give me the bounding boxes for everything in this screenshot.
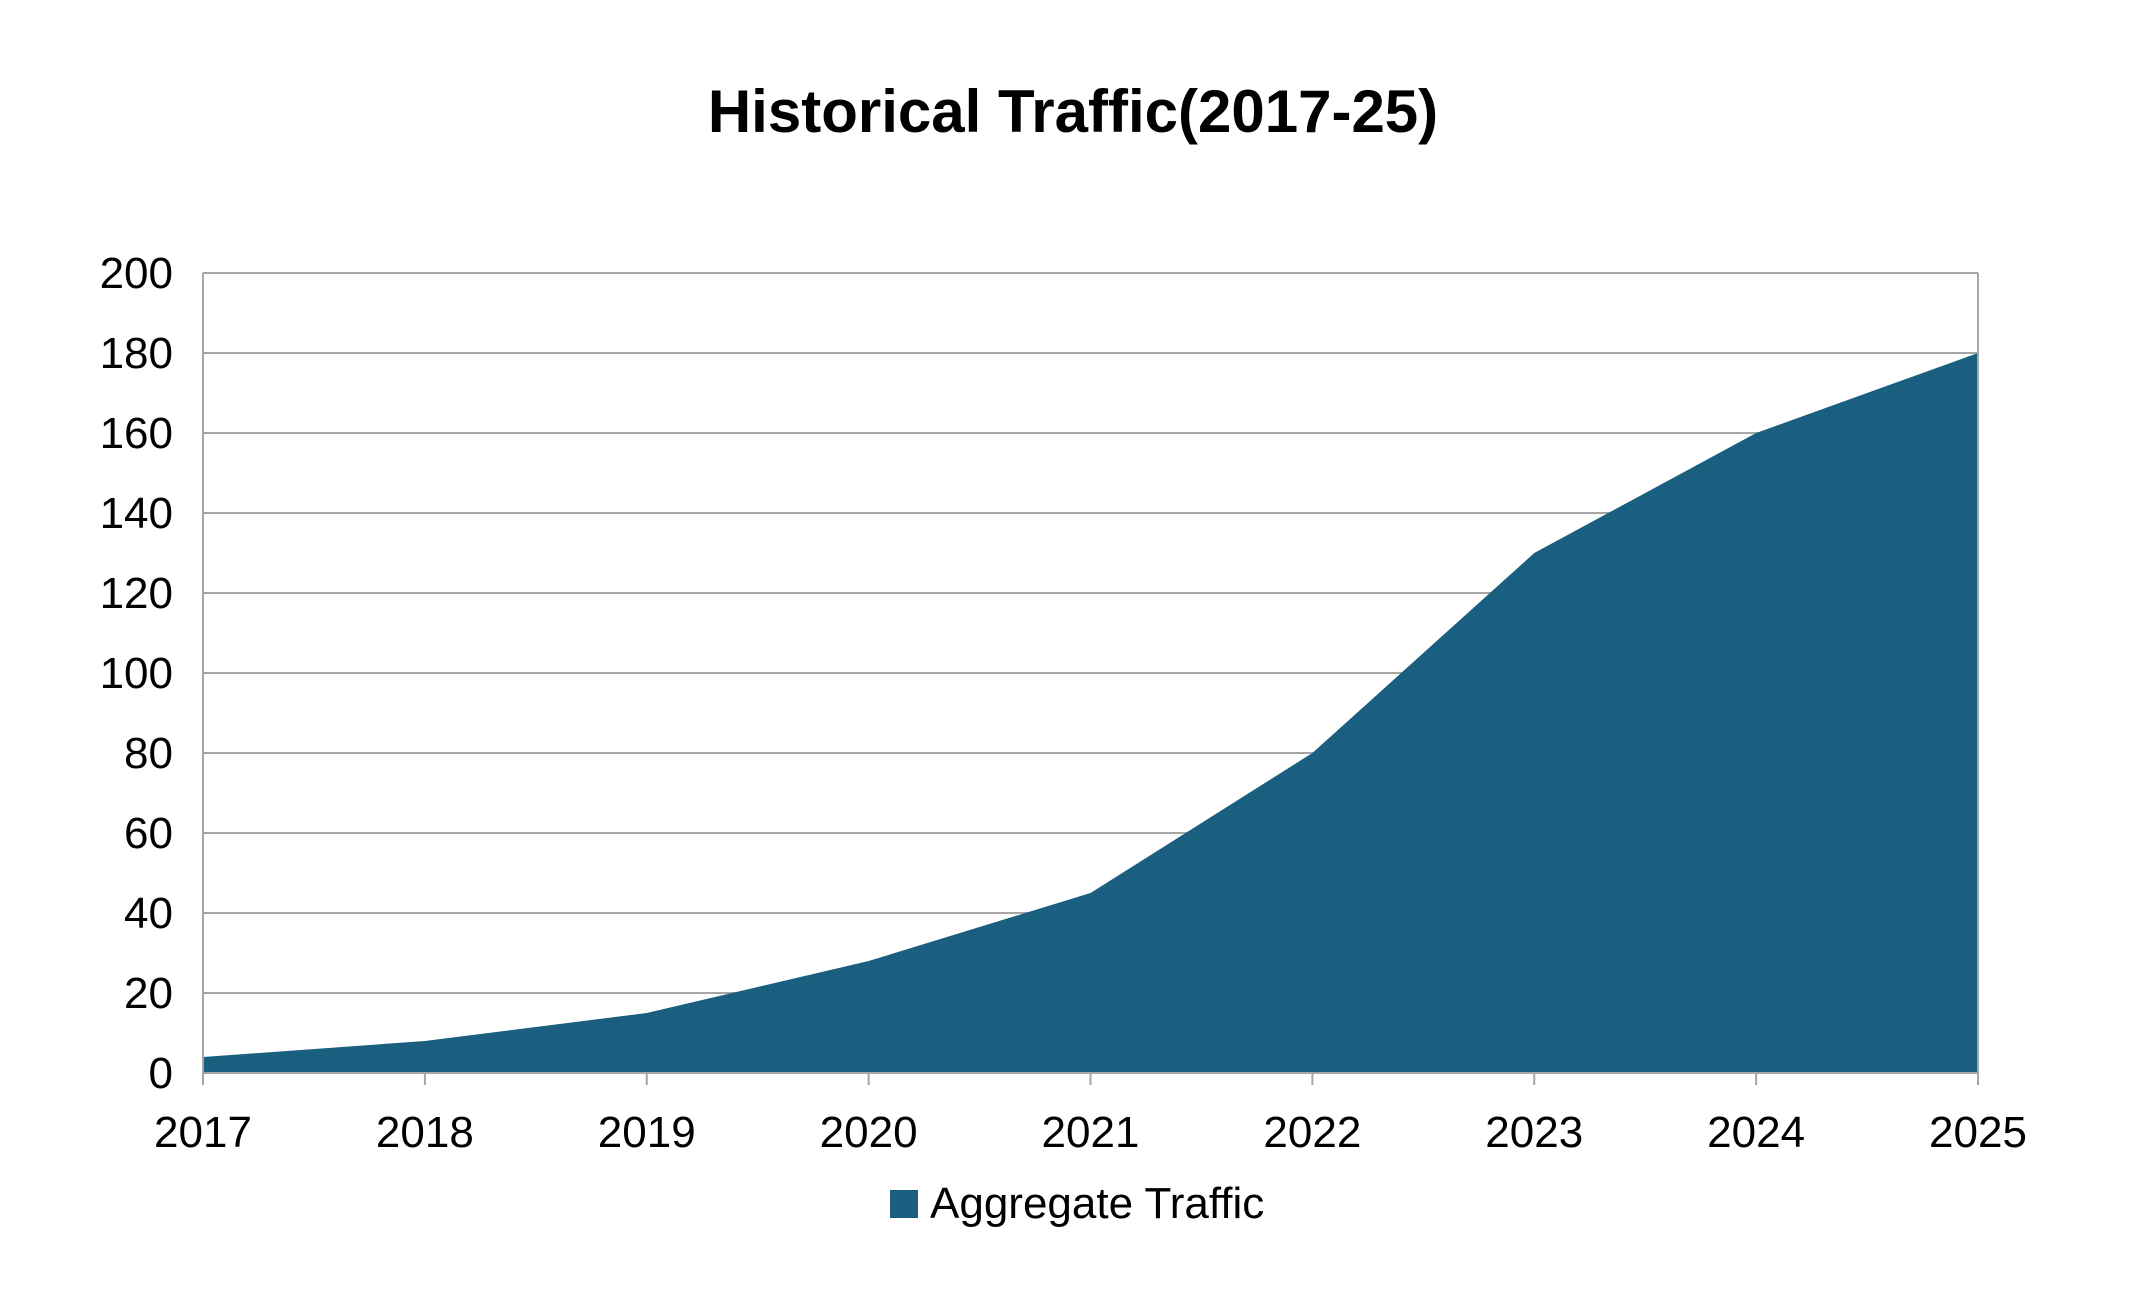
x-tick-label: 2022 [1263, 1108, 1361, 1157]
x-tick-label: 2024 [1707, 1108, 1805, 1157]
x-tick-label: 2020 [820, 1108, 918, 1157]
area-layer [203, 353, 1978, 1073]
x-axis-ticks: 2017 2018 2019 2020 2021 2022 2023 2024 2025 [154, 1073, 2027, 1157]
chart-title: Historical Traffic(2017-25) [708, 78, 1438, 145]
x-tick-label: 2018 [376, 1108, 474, 1157]
y-tick-label: 140 [100, 489, 173, 538]
y-tick-label: 40 [124, 889, 173, 938]
y-tick-label: 80 [124, 729, 173, 778]
y-axis-ticks: 0 20 40 60 80 100 120 140 160 180 200 [100, 249, 173, 1098]
legend-label: Aggregate Traffic [930, 1179, 1264, 1228]
y-tick-label: 20 [124, 969, 173, 1018]
y-tick-label: 160 [100, 409, 173, 458]
y-tick-label: 0 [149, 1049, 173, 1098]
legend-swatch [890, 1190, 918, 1218]
x-tick-label: 2025 [1929, 1108, 2027, 1157]
y-tick-label: 100 [100, 649, 173, 698]
y-tick-label: 180 [100, 329, 173, 378]
x-tick-label: 2021 [1042, 1108, 1140, 1157]
y-tick-label: 60 [124, 809, 173, 858]
y-tick-label: 200 [100, 249, 173, 298]
x-tick-label: 2017 [154, 1108, 252, 1157]
y-tick-label: 120 [100, 569, 173, 618]
x-tick-label: 2019 [598, 1108, 696, 1157]
legend: Aggregate Traffic [890, 1179, 1264, 1228]
gridlines [203, 272, 1978, 994]
x-tick-label: 2023 [1485, 1108, 1583, 1157]
area-series-aggregate-traffic [203, 353, 1978, 1073]
